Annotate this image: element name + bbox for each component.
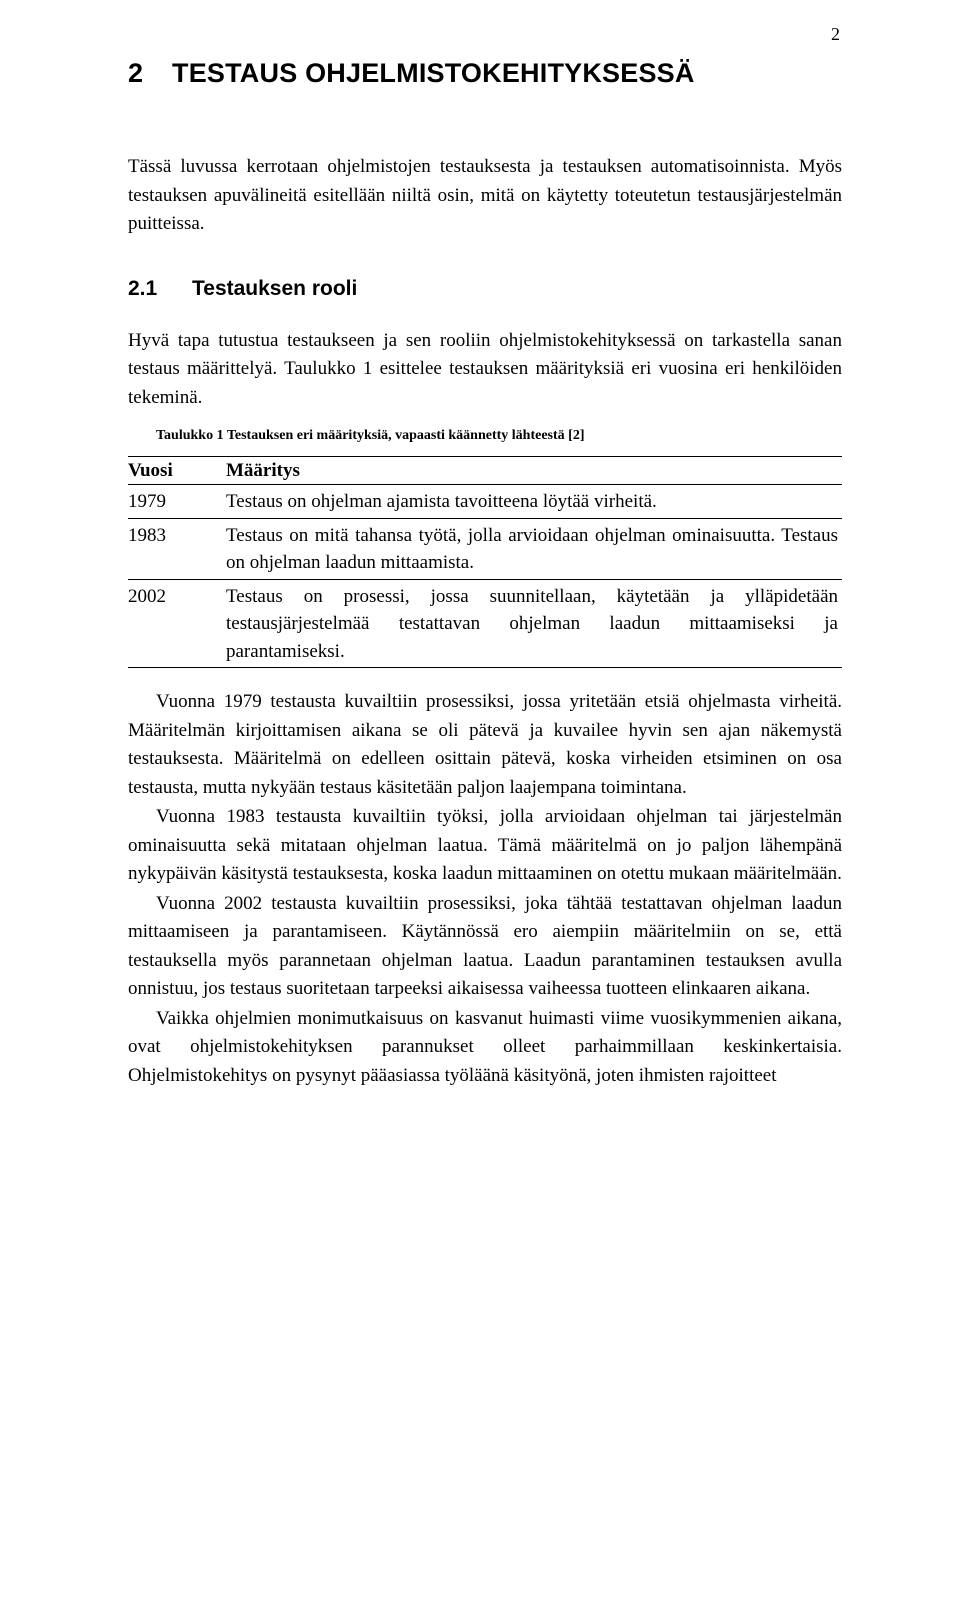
- paragraph: Vuonna 1983 testausta kuvailtiin työksi,…: [128, 803, 842, 889]
- paragraph: Vaikka ohjelmien monimutkaisuus on kasva…: [128, 1005, 842, 1091]
- cell-def: Testaus on prosessi, jossa suunnitellaan…: [226, 579, 842, 668]
- table-row: 1979 Testaus on ohjelman ajamista tavoit…: [128, 485, 842, 519]
- lead-paragraph: Hyvä tapa tutustua testaukseen ja sen ro…: [128, 327, 842, 413]
- paragraph: Vuonna 2002 testausta kuvailtiin prosess…: [128, 890, 842, 1004]
- cell-year: 1979: [128, 485, 226, 519]
- cell-year: 2002: [128, 579, 226, 668]
- table-caption: Taulukko 1 Testauksen eri määrityksiä, v…: [128, 428, 842, 444]
- definitions-table: Vuosi Määritys 1979 Testaus on ohjelman …: [128, 456, 842, 668]
- cell-def: Testaus on ohjelman ajamista tavoitteena…: [226, 485, 842, 519]
- col-def-header: Määritys: [226, 457, 842, 485]
- table-row: 2002 Testaus on prosessi, jossa suunnite…: [128, 579, 842, 668]
- chapter-heading: 2TESTAUS OHJELMISTOKEHITYKSESSÄ: [128, 58, 842, 89]
- cell-year: 1983: [128, 518, 226, 579]
- section-title-text: Testauksen rooli: [192, 277, 357, 300]
- col-year-header: Vuosi: [128, 457, 226, 485]
- followup-paragraphs: Vuonna 1979 testausta kuvailtiin prosess…: [128, 688, 842, 1090]
- page: 2 2TESTAUS OHJELMISTOKEHITYKSESSÄ Tässä …: [0, 0, 960, 1616]
- paragraph: Vuonna 1979 testausta kuvailtiin prosess…: [128, 688, 842, 802]
- table-header-row: Vuosi Määritys: [128, 457, 842, 485]
- section-number: 2.1: [128, 277, 192, 301]
- chapter-title-text: TESTAUS OHJELMISTOKEHITYKSESSÄ: [172, 58, 695, 88]
- section-heading: 2.1Testauksen rooli: [128, 277, 842, 301]
- intro-paragraph: Tässä luvussa kerrotaan ohjelmistojen te…: [128, 153, 842, 239]
- page-number: 2: [831, 24, 840, 45]
- cell-def: Testaus on mitä tahansa työtä, jolla arv…: [226, 518, 842, 579]
- chapter-number: 2: [128, 58, 172, 89]
- table-row: 1983 Testaus on mitä tahansa työtä, joll…: [128, 518, 842, 579]
